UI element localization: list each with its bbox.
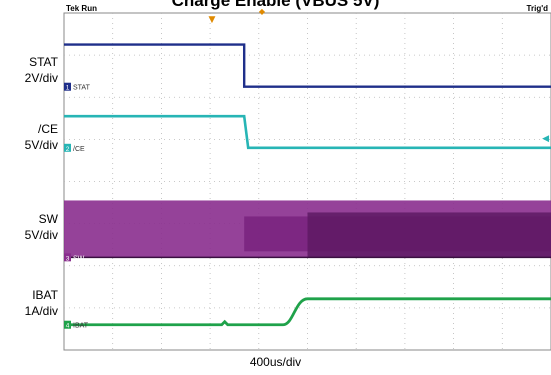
x-axis-label: 400us/div	[249, 355, 302, 369]
ch2-marker-label: /CE	[73, 146, 85, 153]
ch4-scale: 1A/div	[24, 304, 58, 318]
chart-title: Charge Enable (VBUS 5V)	[171, 0, 380, 10]
ch4-ibat-trace	[64, 297, 551, 327]
ch3-name: SW	[38, 212, 58, 226]
ch2-ce-trace	[64, 114, 551, 150]
graticule	[64, 13, 551, 350]
run-status-label: Tek Run	[66, 4, 97, 13]
traces	[64, 43, 551, 327]
ch4-marker-icon	[64, 320, 71, 329]
ch4-side-label: IBAT 1A/div	[0, 287, 58, 319]
ch1-marker-id: 1	[66, 85, 70, 92]
ch2-name: /CE	[37, 122, 58, 136]
ch3-marker-icon	[64, 253, 71, 262]
ch1-scale: 2V/div	[24, 71, 58, 85]
ch2-scale: 5V/div	[24, 138, 58, 152]
trigger-marker-icon: ▼	[209, 15, 216, 25]
ch1-stat-trace	[64, 43, 551, 88]
ch3-marker-label: SW	[73, 255, 85, 262]
ch4-name: IBAT	[32, 288, 58, 302]
ch2-side-label: /CE 5V/div	[0, 121, 58, 153]
ch3-sw-dense-band	[307, 212, 551, 258]
ch4-marker-id: 4	[66, 323, 70, 330]
channel-markers: 1 STAT 2/CE 3 SW 4 IBAT	[64, 82, 91, 330]
trigger-status-label: Trig'd	[527, 4, 549, 13]
ch4-marker-label: IBAT	[73, 323, 89, 330]
ch1-marker-icon	[64, 82, 71, 91]
ch3-scale: 5V/div	[24, 228, 58, 242]
ch3-side-label: SW 5V/div	[0, 211, 58, 243]
ch2-offset-arrow-icon: ◀	[542, 134, 549, 144]
ch3-marker-id: 3	[66, 255, 70, 262]
ch2-marker-id: 2	[66, 146, 70, 153]
ch1-name: STAT	[29, 55, 58, 69]
ch1-marker-label: STAT	[73, 85, 91, 92]
ch1-side-label: STAT 2V/div	[0, 54, 58, 86]
ch2-marker-icon	[64, 143, 71, 152]
trigger-position-icon: ◆	[259, 7, 266, 16]
